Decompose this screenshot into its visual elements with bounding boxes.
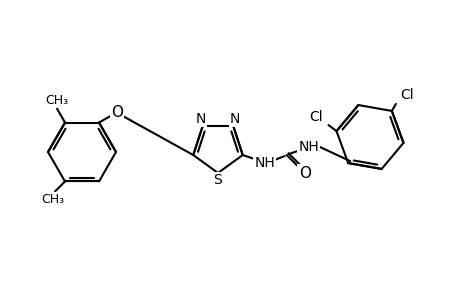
Text: O: O <box>298 166 310 181</box>
Text: Cl: Cl <box>309 110 323 124</box>
Text: S: S <box>213 173 222 187</box>
Text: NH: NH <box>298 140 319 154</box>
Text: CH₃: CH₃ <box>41 193 64 206</box>
Text: N: N <box>230 112 240 126</box>
Text: N: N <box>195 112 206 126</box>
Text: Cl: Cl <box>399 88 413 102</box>
Text: CH₃: CH₃ <box>45 94 68 107</box>
Text: O: O <box>111 105 123 120</box>
Text: NH: NH <box>254 156 274 170</box>
